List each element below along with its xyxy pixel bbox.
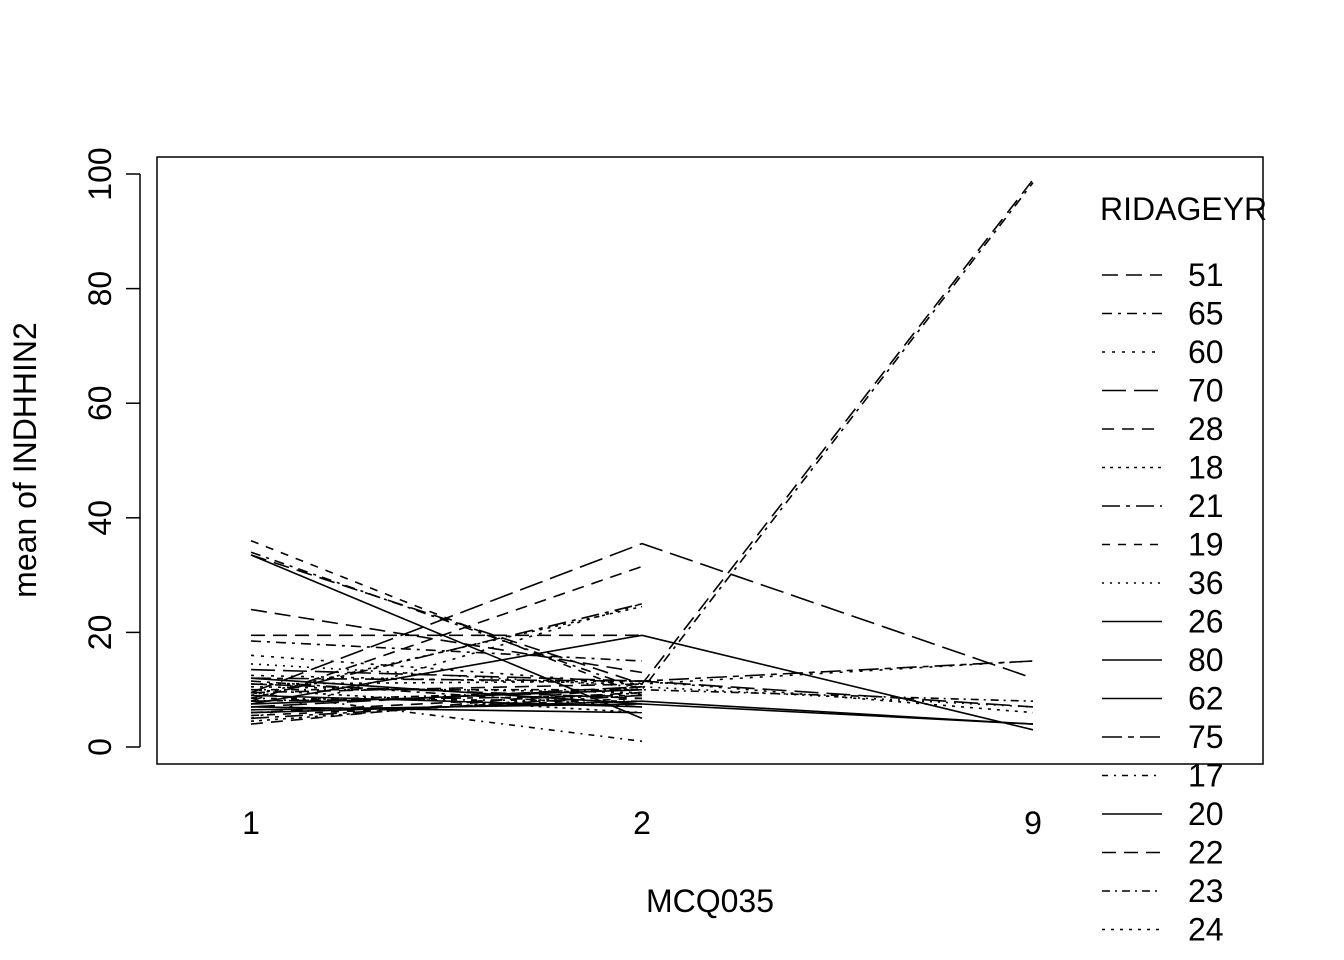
- series-line-unnamed-40: [250, 691, 643, 714]
- y-tick-label: 80: [82, 271, 118, 307]
- y-tick-label: 40: [82, 500, 118, 536]
- x-tick-label: 9: [1024, 805, 1042, 841]
- x-tick-label: 1: [242, 805, 260, 841]
- x-axis-label: MCQ035: [646, 883, 774, 919]
- legend-label: 20: [1188, 796, 1224, 832]
- legend-label: 26: [1188, 604, 1224, 640]
- series-line-unnamed-26: [250, 700, 643, 714]
- series-layer: [250, 179, 1034, 743]
- legend-label: 60: [1188, 334, 1224, 370]
- legend-label: 36: [1188, 565, 1224, 601]
- series-line-unnamed-21: [250, 668, 1034, 708]
- x-axis: 1 2 9: [242, 805, 1042, 841]
- series-line-unnamed-37: [250, 680, 643, 708]
- legend-label: 65: [1188, 296, 1224, 332]
- legend-label: 80: [1188, 642, 1224, 678]
- series-line-unnamed-32: [250, 694, 643, 708]
- legend-label: 19: [1188, 527, 1224, 563]
- series-line-19: [250, 539, 643, 697]
- legend-title: RIDAGEYR: [1100, 191, 1267, 227]
- y-axis: 0 20 40 60 80 100: [82, 147, 141, 756]
- legend-label: 24: [1188, 912, 1224, 948]
- series-line-unnamed-41: [250, 688, 643, 714]
- series-line-70: [250, 542, 1034, 694]
- legend-label: 28: [1188, 411, 1224, 447]
- y-axis-label: mean of INDHHIN2: [7, 322, 43, 598]
- y-tick-label: 0: [82, 738, 118, 756]
- series-line-unnamed-31: [250, 697, 643, 702]
- x-tick-label: 2: [633, 805, 651, 841]
- series-line-unnamed-22: [250, 686, 643, 725]
- legend: RIDAGEYR 5165607028182119362680627517202…: [1100, 191, 1267, 948]
- y-tick-label: 100: [82, 147, 118, 200]
- legend-label: 75: [1188, 719, 1224, 755]
- series-line-unnamed-39: [250, 686, 643, 708]
- series-line-65: [250, 182, 1034, 691]
- series-line-unnamed-28: [250, 706, 643, 714]
- series-line-unnamed-18: [250, 608, 643, 674]
- legend-label: 17: [1188, 758, 1224, 794]
- legend-label: 62: [1188, 681, 1224, 717]
- legend-label: 23: [1188, 873, 1224, 909]
- series-line-unnamed-35: [250, 686, 643, 694]
- series-line-unnamed-23: [250, 691, 643, 722]
- series-line-unnamed-30: [250, 694, 643, 702]
- series-line-51: [250, 179, 1034, 685]
- legend-label: 51: [1188, 257, 1224, 293]
- legend-label: 18: [1188, 450, 1224, 486]
- series-line-75: [250, 660, 1034, 682]
- series-line-18: [250, 605, 643, 697]
- y-tick-label: 20: [82, 615, 118, 651]
- legend-label: 21: [1188, 488, 1224, 524]
- series-line-unnamed-19: [250, 640, 643, 662]
- y-tick-label: 60: [82, 385, 118, 421]
- legend-label: 70: [1188, 373, 1224, 409]
- legend-label: 22: [1188, 835, 1224, 871]
- plot-frame: [156, 156, 1264, 765]
